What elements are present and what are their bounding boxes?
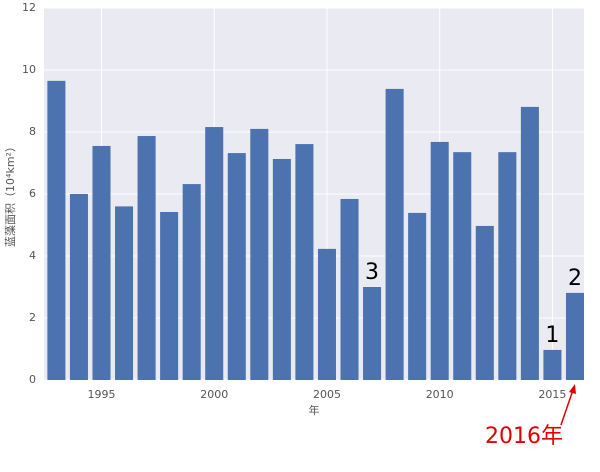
y-axis-label: 蓝藻面积（10⁴km²）: [4, 141, 17, 247]
x-tick-label: 2010: [426, 388, 454, 401]
bar: [69, 194, 88, 380]
annotation: 1: [545, 323, 559, 348]
bar: [317, 248, 336, 380]
x-tick-label: 1995: [87, 388, 115, 401]
bar: [408, 212, 427, 380]
bar: [295, 144, 314, 380]
y-tick-label: 2: [29, 311, 36, 324]
bar: [385, 88, 404, 380]
annotation-arrowhead: [568, 384, 576, 394]
x-tick-label: 2000: [200, 388, 228, 401]
x-tick-label: 2015: [538, 388, 566, 401]
x-tick-label: 2005: [313, 388, 341, 401]
bar: [272, 158, 291, 380]
y-tick-label: 6: [29, 187, 36, 200]
bar: [47, 80, 66, 380]
annotation-arrow: [560, 389, 574, 426]
y-tick-label: 0: [29, 373, 36, 386]
bar: [137, 136, 156, 380]
bar: [475, 225, 494, 380]
annotation: 2: [568, 266, 582, 291]
bar: [430, 141, 449, 380]
bar: [565, 292, 584, 380]
y-tick-label: 12: [22, 1, 36, 14]
bar: [340, 198, 359, 380]
bar: [227, 153, 246, 380]
bar: [92, 145, 111, 380]
y-tick-label: 8: [29, 125, 36, 138]
bar: [182, 184, 201, 380]
bar: [115, 206, 134, 380]
bar: [498, 152, 517, 380]
bar: [205, 127, 224, 380]
annotation: 2016年: [485, 424, 563, 449]
y-tick-label: 4: [29, 249, 36, 262]
annotation: 3: [365, 260, 379, 285]
bar: [520, 106, 539, 380]
bar: [160, 211, 179, 380]
bar: [363, 287, 382, 380]
bar: [453, 152, 472, 380]
x-axis-label: 年: [309, 403, 320, 417]
bar: [543, 349, 562, 380]
y-tick-label: 10: [22, 63, 36, 76]
bar: [250, 128, 269, 380]
